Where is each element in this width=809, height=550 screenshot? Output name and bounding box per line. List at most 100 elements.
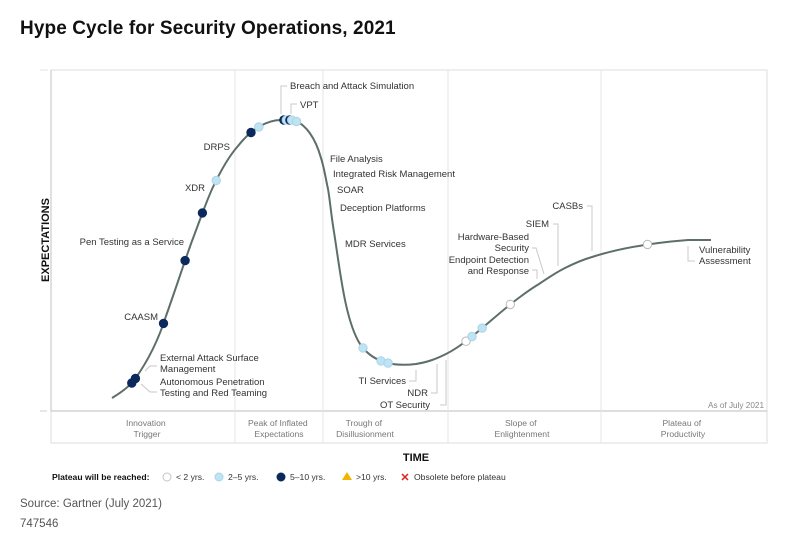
point-external-attack-surface-management [130,373,141,384]
phase-label-plateau: Plateau of Productivity [661,418,706,439]
point-vulnerability-assessment [642,239,653,250]
label-casbs: CASBs [552,201,583,212]
leader-line-autonomous-penetration-testing-and-red-teaming [140,383,157,393]
legend-symbol-5to10 [276,472,286,482]
label-line: Hardware-Based [458,232,529,243]
source-note: Source: Gartner (July 2021) [20,498,162,510]
label-line: Pen Testing as a Service [80,237,184,248]
label-line: DRPS [204,142,230,153]
label-hardware-based-security: Hardware-Based Security [458,232,530,254]
point-drps [211,175,221,186]
document-id: 747546 [20,518,59,530]
label-line: SIEM [526,219,549,230]
leader-line-breach-and-attack-simulation [280,85,287,114]
phase-label-line: Trigger [134,429,161,439]
page-title: Hype Cycle for Security Operations, 2021 [20,18,396,39]
label-line: File Analysis [330,154,383,165]
leader-line-casbs [587,205,593,251]
label-caasm: CAASM [124,312,158,323]
label-line: External Attack Surface [160,353,259,364]
point-caasm [158,318,169,329]
phase-label-line: Peak of Inflated [248,418,308,428]
label-pen-testing-as-a-service: Pen Testing as a Service [80,237,184,248]
label-line: TI Services [358,376,406,387]
label-deception-platforms: Deception Platforms [340,203,426,214]
phase-label-line: Trough of [346,418,383,428]
legend-symbol-obsolete: ✕ [400,472,409,484]
label-file-analysis: File Analysis [330,154,383,165]
label-line: Deception Platforms [340,203,426,214]
legend-symbol-gt10 [342,472,352,480]
label-ti-services: TI Services [358,376,406,387]
point-vpt [254,122,264,132]
phase-label-line: Innovation [126,418,166,428]
label-siem: SIEM [526,219,549,230]
as-of-label: As of July 2021 [708,401,764,410]
label-line: NDR [407,388,428,399]
label-vpt: VPT [300,100,319,111]
phase-label-line: Enlightenment [495,429,551,439]
phase-label-line: Expectations [254,429,303,439]
legend-label-2to5: 2–5 yrs. [228,472,259,482]
label-line: XDR [185,183,205,194]
label-mdr-services: MDR Services [345,239,406,250]
phase-label-line: Productivity [661,429,706,439]
label-line: and Response [468,266,529,277]
legend-label-5to10: 5–10 yrs. [290,472,325,482]
label-line: Endpoint Detection [449,255,529,266]
label-line: Security [495,243,530,254]
leader-line-ndr [431,364,438,394]
leader-line-siem [553,223,559,266]
legend-label-obsolete: Obsolete before plateau [414,472,506,482]
leader-line-ot-security [440,360,447,406]
legend-label-gt10: >10 yrs. [356,472,387,482]
phase-label-peak: Peak of Inflated Expectations [248,418,310,439]
label-vulnerability-assessment: Vulnerability Assessment [699,245,751,267]
label-line: Assessment [699,256,751,267]
legend-symbol-lt2 [162,472,172,482]
label-line: CASBs [552,201,583,212]
label-line: Testing and Red Teaming [160,388,267,399]
x-axis-title: TIME [403,452,429,464]
legend-symbol-2to5 [214,472,224,482]
point-ti-services [358,343,368,353]
y-axis-title: EXPECTATIONS [40,198,52,282]
label-line: Vulnerability [699,245,751,256]
label-line: Breach and Attack Simulation [290,81,414,92]
phase-dividers [234,70,602,443]
label-ot-security: OT Security [380,400,430,411]
leader-line-external-attack-surface-management [144,365,157,372]
point-hardware-based-security [467,331,477,342]
point-pen-testing-as-a-service [180,255,190,266]
phase-label-line: Plateau of [662,418,701,428]
legend-label-lt2: < 2 yrs. [176,472,204,482]
leader-line-vpt [290,103,297,114]
label-line: Autonomous Penetration [160,377,265,388]
label-line: SOAR [337,185,364,196]
phase-label-trough: Trough of Disillusionment [336,418,394,439]
label-line: VPT [300,100,319,111]
label-line: MDR Services [345,239,406,250]
label-line: Integrated Risk Management [333,169,455,180]
label-line: OT Security [380,400,430,411]
legend: Plateau will be reached: < 2 yrs. 2–5 yrs… [52,472,506,484]
point-breach-and-attack-simulation [246,127,256,138]
point-xdr [197,208,208,218]
point-mdr-services [291,116,302,127]
legend-title: Plateau will be reached: [52,472,150,482]
label-integrated-risk-management: Integrated Risk Management [333,169,455,180]
leader-line-endpoint-detection-and-response [532,269,538,279]
point-casbs [505,299,515,310]
label-breach-and-attack-simulation: Breach and Attack Simulation [290,81,414,92]
label-external-attack-surface-management: External Attack Surface Management [160,353,259,375]
label-soar: SOAR [337,185,364,196]
technology-points: Autonomous Penetration Testing and Red Te… [80,81,751,411]
hype-curve [111,119,711,399]
phase-label-slope: Slope of Enlightenment [495,418,551,439]
leader-line-vulnerability-assessment [687,246,695,262]
point-ot-security [383,358,393,368]
label-autonomous-penetration-testing-and-red-teaming: Autonomous Penetration Testing and Red Te… [160,377,267,399]
leader-line-hardware-based-security [532,247,545,275]
phase-label-line: Slope of [505,418,537,428]
